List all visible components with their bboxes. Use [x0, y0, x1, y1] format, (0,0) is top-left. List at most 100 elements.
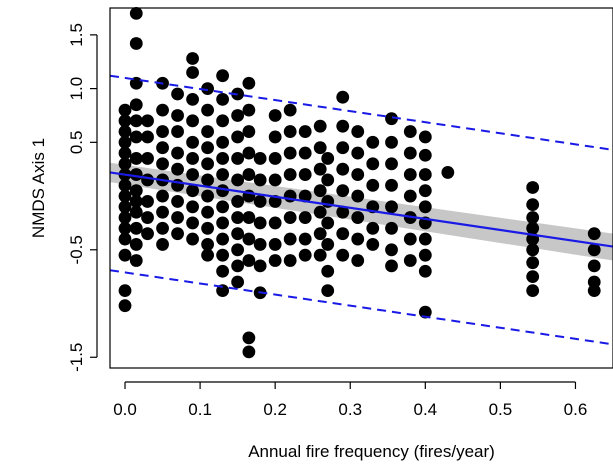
data-point — [313, 248, 327, 262]
data-point — [283, 103, 297, 117]
data-point — [403, 146, 417, 160]
data-point — [186, 184, 199, 198]
data-point — [118, 135, 132, 149]
data-point — [526, 211, 540, 224]
data-point — [186, 168, 199, 181]
data-point — [418, 184, 432, 198]
data-point — [336, 227, 350, 241]
y-axis-title: NMDS Axis 1 — [29, 138, 48, 238]
data-point — [242, 345, 256, 359]
data-point — [231, 275, 245, 289]
data-point — [313, 162, 327, 176]
data-point — [141, 114, 154, 128]
data-point — [171, 195, 184, 208]
data-point — [129, 195, 143, 208]
data-point — [231, 243, 245, 257]
data-point — [129, 238, 143, 251]
data-point — [118, 178, 132, 192]
data-point — [141, 130, 154, 144]
data-point — [351, 232, 365, 246]
data-point — [186, 92, 199, 106]
data-point — [283, 125, 297, 138]
data-point — [118, 189, 132, 203]
data-point — [201, 82, 214, 95]
data-point — [242, 146, 256, 160]
confidence-band-layer — [110, 162, 613, 261]
data-point — [336, 248, 350, 262]
x-tick-label: 0.2 — [263, 400, 287, 419]
prediction-upper-line — [109, 74, 613, 151]
data-point — [253, 173, 267, 187]
x-tick-label: 0.3 — [338, 400, 362, 419]
data-point — [231, 195, 245, 208]
data-point — [268, 216, 282, 230]
data-point — [129, 114, 143, 128]
y-tick-label: -0.5 — [67, 235, 86, 264]
data-point — [186, 66, 199, 79]
data-point — [156, 238, 169, 251]
data-point — [201, 189, 214, 203]
data-point — [366, 157, 380, 171]
data-point — [201, 238, 214, 251]
data-point — [587, 259, 601, 273]
x-axis-title: Annual fire frequency (fires/year) — [248, 442, 495, 461]
data-point — [403, 125, 417, 138]
data-point — [242, 211, 256, 224]
data-point — [268, 254, 282, 267]
data-point — [385, 157, 398, 171]
data-point — [253, 216, 267, 230]
data-point — [526, 198, 540, 212]
data-point — [242, 254, 256, 267]
x-tick-label: 0.6 — [564, 400, 588, 419]
data-point — [216, 264, 230, 278]
data-point — [186, 152, 199, 165]
x-tick-label: 0.5 — [489, 400, 513, 419]
data-point — [253, 152, 267, 165]
data-point — [186, 232, 199, 246]
data-point — [587, 284, 601, 298]
data-point — [587, 227, 601, 241]
data-point — [171, 109, 184, 122]
data-point — [366, 135, 380, 149]
data-point — [283, 254, 297, 267]
data-point — [385, 135, 398, 149]
data-point — [403, 189, 417, 203]
data-point — [418, 168, 432, 181]
x-tick-label: 0.0 — [113, 400, 137, 419]
data-point — [216, 216, 230, 230]
data-point — [156, 189, 169, 203]
data-point — [283, 211, 297, 224]
data-point — [242, 103, 256, 117]
data-point — [336, 119, 350, 133]
data-point — [156, 141, 169, 155]
plot-frame — [109, 7, 613, 369]
data-point — [129, 152, 143, 165]
data-point — [216, 232, 230, 246]
data-point — [242, 232, 256, 246]
data-point — [242, 331, 256, 345]
data-point — [156, 103, 169, 117]
data-point — [231, 259, 245, 273]
data-point — [118, 221, 132, 235]
data-point — [441, 166, 455, 179]
data-point — [186, 216, 199, 230]
data-point — [201, 141, 214, 155]
data-point — [283, 232, 297, 246]
data-point — [385, 178, 398, 192]
data-point — [171, 87, 184, 101]
data-point — [385, 221, 398, 235]
data-point — [268, 109, 282, 122]
data-point — [216, 200, 230, 214]
data-point — [351, 168, 365, 181]
data-point — [366, 178, 380, 192]
data-point — [118, 146, 132, 160]
data-point — [156, 221, 169, 235]
data-point — [336, 141, 350, 155]
data-point — [313, 227, 327, 241]
data-point — [351, 211, 365, 224]
data-point — [385, 112, 398, 126]
data-point — [321, 173, 335, 187]
data-point — [385, 259, 398, 273]
y-axis-ticks: -1.5 -0.5 0.5 1.0 1.5 — [67, 23, 97, 372]
